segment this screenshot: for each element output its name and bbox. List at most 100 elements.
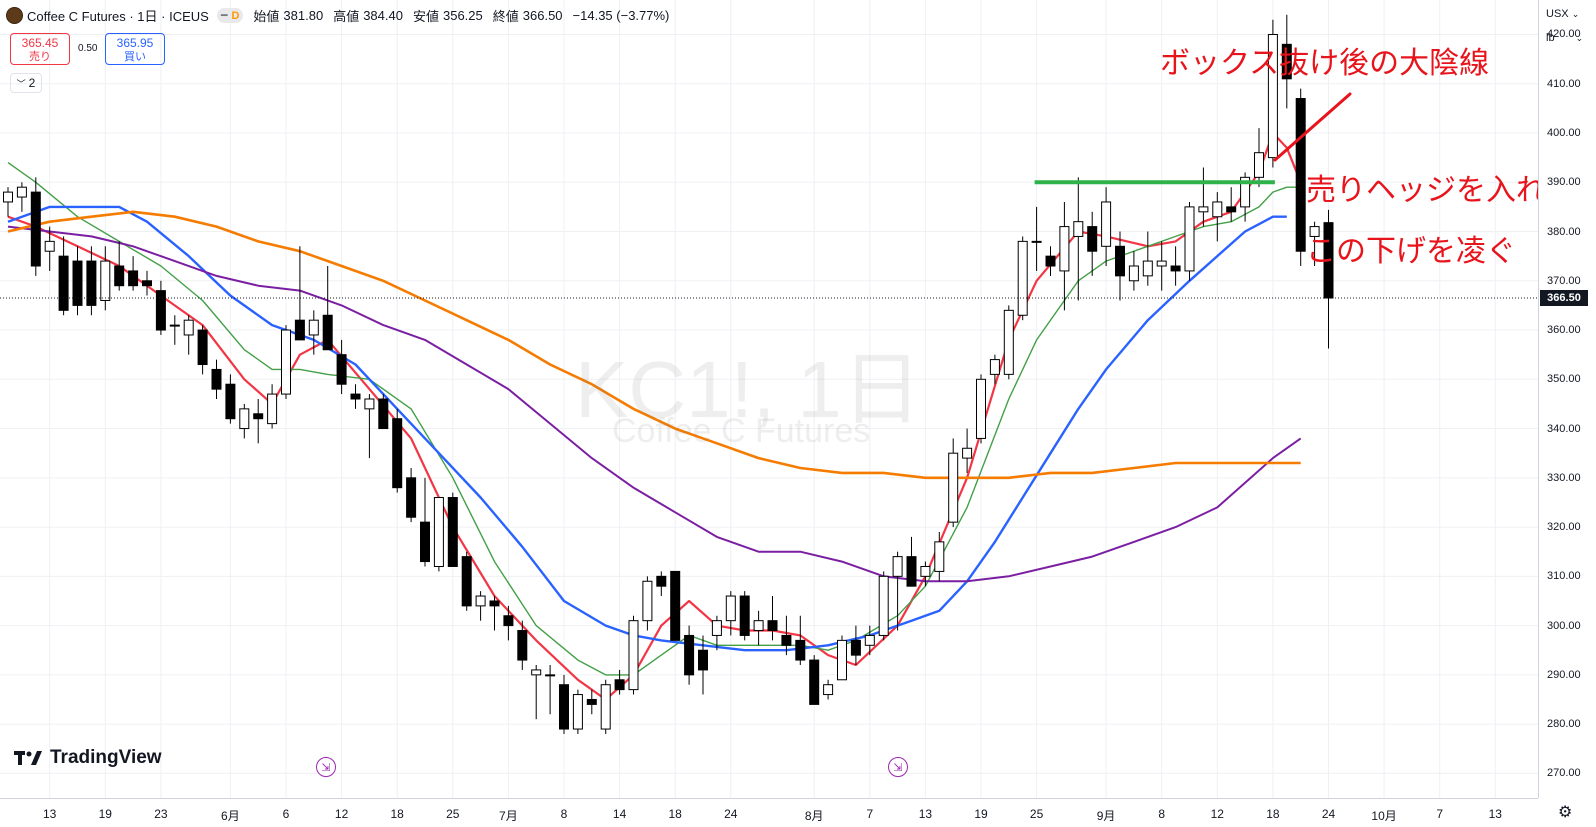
candle[interactable] [850, 625, 861, 665]
candle[interactable] [169, 315, 180, 345]
candle[interactable] [864, 625, 875, 656]
candle[interactable] [1128, 251, 1139, 291]
unit-selector[interactable]: lb ⌄ [1546, 32, 1583, 44]
sell-button[interactable]: 365.45 売り [10, 33, 70, 65]
candle[interactable] [1267, 19, 1278, 168]
candle[interactable] [114, 241, 125, 291]
candle[interactable] [517, 620, 528, 670]
candle[interactable] [1073, 177, 1084, 301]
candle[interactable] [392, 408, 403, 493]
candle[interactable] [1170, 246, 1181, 286]
candle[interactable] [294, 246, 305, 341]
candle[interactable] [308, 310, 319, 355]
candle[interactable] [225, 374, 236, 424]
candle[interactable] [239, 403, 250, 439]
candle[interactable] [489, 596, 500, 631]
candle[interactable] [475, 591, 486, 621]
candle[interactable] [795, 615, 806, 665]
candle[interactable] [586, 689, 597, 715]
candle[interactable] [767, 596, 778, 641]
candle[interactable] [461, 551, 472, 611]
candle[interactable] [1295, 88, 1306, 266]
candle[interactable] [670, 570, 681, 641]
candle[interactable] [1212, 192, 1223, 242]
candle[interactable] [197, 325, 208, 375]
candle[interactable] [1142, 231, 1153, 286]
candle[interactable] [378, 394, 389, 430]
candle[interactable] [684, 625, 695, 685]
annotation-box-breakout[interactable]: ボックス抜け後の大陰線 [1160, 47, 1490, 80]
candle[interactable] [447, 492, 458, 567]
candle[interactable] [420, 477, 430, 567]
candle[interactable] [531, 665, 542, 720]
candle[interactable] [614, 669, 625, 695]
candle[interactable] [503, 605, 514, 641]
candle[interactable] [16, 182, 27, 212]
annotation-hedge-line2[interactable]: この下げを凌ぐ [1306, 235, 1516, 268]
candle[interactable] [281, 325, 291, 399]
candle[interactable] [934, 532, 945, 582]
candle[interactable] [336, 339, 347, 395]
candle[interactable] [1045, 246, 1056, 276]
candle[interactable] [1087, 211, 1098, 276]
candle[interactable] [100, 246, 111, 311]
event-marker-icon[interactable]: ⇲ [316, 757, 336, 777]
candle[interactable] [809, 655, 820, 705]
candle[interactable] [128, 256, 139, 291]
candle[interactable] [1156, 241, 1167, 291]
settings-gear-icon[interactable]: ⚙ [1558, 804, 1573, 821]
candle[interactable] [44, 226, 55, 271]
candle[interactable] [1031, 206, 1042, 271]
candle[interactable] [1184, 201, 1195, 281]
currency-selector[interactable]: USX ⌄ [1546, 8, 1579, 20]
buy-button[interactable]: 365.95 買い [105, 33, 165, 65]
candle[interactable] [142, 270, 152, 296]
candle[interactable] [58, 236, 69, 316]
candle[interactable] [1198, 167, 1209, 227]
candle[interactable] [545, 665, 556, 715]
candle[interactable] [1101, 187, 1112, 266]
candle[interactable] [1309, 221, 1320, 266]
candle[interactable] [267, 384, 278, 429]
candle[interactable] [155, 280, 166, 335]
candle[interactable] [781, 615, 792, 656]
candle[interactable] [1226, 187, 1237, 222]
candle[interactable] [350, 384, 361, 409]
candle[interactable] [86, 246, 97, 316]
time-axis[interactable]: 13 19 23 6月 6 12 18 25 7月 8 14 18 24 8月 7 13 19 25 9月 8 12 18… [0, 798, 1538, 827]
candle[interactable] [3, 187, 13, 217]
candle[interactable] [1059, 201, 1070, 311]
candle[interactable] [698, 635, 708, 695]
candle[interactable] [30, 177, 41, 276]
price-axis[interactable]: 270.00 280.00 290.00 300.00 310.00 320.00 330.… [1538, 0, 1596, 798]
symbol-title[interactable]: Coffee C Futures · 1日 · ICEUS [27, 9, 209, 24]
candle[interactable] [906, 536, 917, 587]
candle[interactable] [976, 374, 986, 444]
tradingview-logo[interactable]: TradingView [14, 747, 162, 769]
candle[interactable] [725, 591, 736, 636]
candle[interactable] [559, 674, 569, 734]
event-marker-icon[interactable]: ⇲ [888, 757, 908, 777]
candle[interactable] [1115, 231, 1125, 301]
candle[interactable] [1003, 305, 1014, 380]
candle[interactable] [1281, 14, 1292, 109]
candle[interactable] [1254, 128, 1264, 188]
candle[interactable] [253, 399, 264, 444]
chart-plot-area[interactable]: KC1!, 1日 Coffee C Futures Coffee C Futur… [0, 0, 1538, 798]
candle[interactable] [948, 438, 959, 528]
candle[interactable] [920, 561, 931, 587]
candle[interactable] [322, 266, 333, 351]
candle[interactable] [572, 689, 583, 734]
candle[interactable] [711, 615, 722, 651]
candle[interactable] [962, 428, 973, 473]
candle[interactable] [1323, 209, 1334, 349]
candle[interactable] [892, 551, 903, 631]
indicator-toggle-button[interactable]: ﹀ 2 [10, 73, 42, 93]
market-status-pill[interactable]: ━ D [216, 8, 244, 23]
candle[interactable] [753, 610, 764, 646]
candle[interactable] [406, 467, 417, 523]
candle[interactable] [989, 354, 1000, 385]
annotation-hedge-line1[interactable]: 売りヘッジを入れて [1306, 174, 1538, 207]
candle[interactable] [642, 576, 653, 631]
candlestick-chart[interactable] [0, 0, 1538, 798]
